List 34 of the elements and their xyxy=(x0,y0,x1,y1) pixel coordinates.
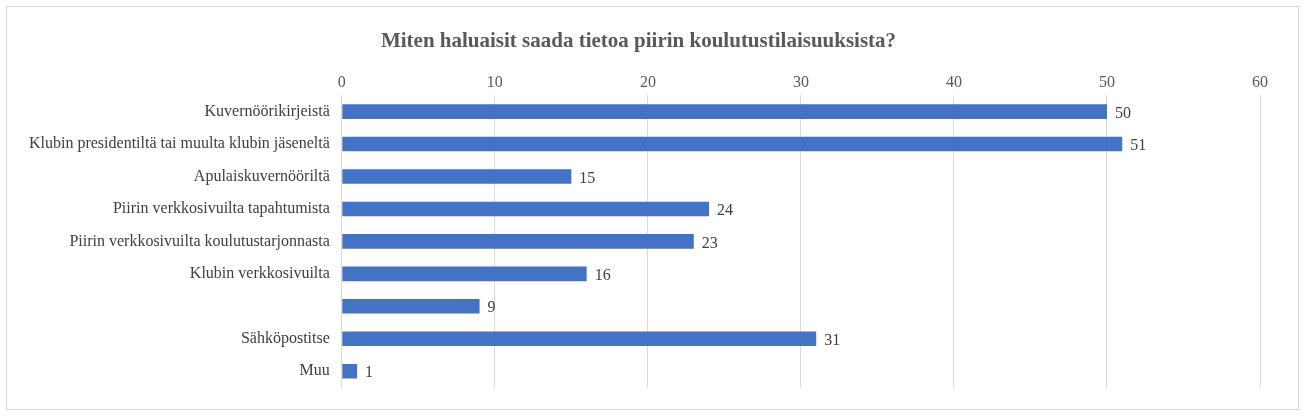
bar xyxy=(342,298,480,314)
chart-title: Miten haluaisit saada tietoa piirin koulutustilaisuuksista? xyxy=(380,28,897,53)
x-tick-label: 30 xyxy=(792,73,809,90)
data-label: 23 xyxy=(701,233,718,251)
data-label: 1 xyxy=(365,363,374,381)
y-tick-label: Piirin verkkosivuilta koulutustarjonnasta xyxy=(69,231,330,250)
x-tick-label: 10 xyxy=(486,73,503,90)
data-label: 9 xyxy=(487,298,496,316)
data-label: 24 xyxy=(717,201,734,219)
y-tick-label: Muu xyxy=(299,361,330,379)
x-tick-label: 20 xyxy=(639,73,656,90)
x-tick-label: 40 xyxy=(945,73,962,90)
x-tick-label: 0 xyxy=(337,73,346,90)
y-tick-label: Piirin verkkosivuilta tapahtumista xyxy=(112,199,330,218)
y-tick-label: Kuvernöörikirjeistä xyxy=(204,101,330,120)
bar xyxy=(342,331,817,347)
x-tick-label: 50 xyxy=(1098,73,1115,90)
y-tick-label: Sähköpostitse xyxy=(240,328,330,347)
data-label: 51 xyxy=(1130,136,1147,154)
bar xyxy=(342,201,710,217)
data-label: 15 xyxy=(579,168,596,186)
y-tick-label: Klubin presidentiltä tai muulta klubin jäseneltä xyxy=(28,134,330,153)
bar xyxy=(342,169,572,184)
y-tick-label: Apulaiskuvernööriltä xyxy=(193,166,330,185)
data-label: 16 xyxy=(594,266,611,284)
x-tick-label: 60 xyxy=(1252,73,1268,90)
bar xyxy=(342,104,1107,119)
data-label: 31 xyxy=(824,330,841,348)
data-label: 50 xyxy=(1114,103,1131,121)
y-tick-label: Klubin verkkosivuilta xyxy=(189,264,330,282)
bar xyxy=(342,234,694,249)
bar xyxy=(342,266,587,282)
bar xyxy=(342,136,1123,152)
bar xyxy=(342,363,358,379)
